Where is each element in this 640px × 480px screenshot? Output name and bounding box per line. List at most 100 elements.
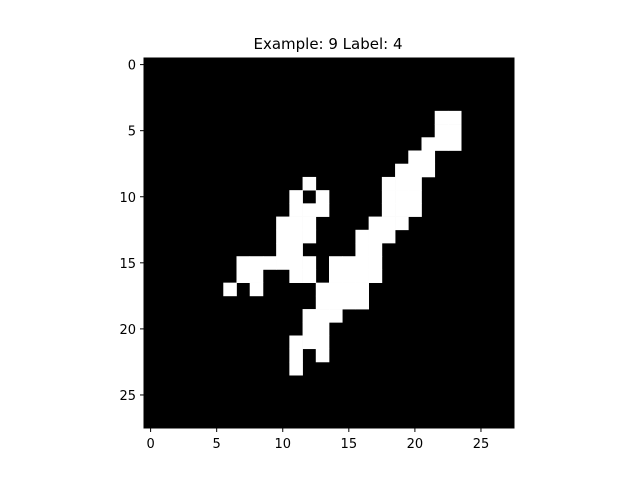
pixel-cell xyxy=(421,163,436,178)
pixel-cell xyxy=(236,269,251,283)
pixel-cell xyxy=(355,269,369,283)
pixel-cell xyxy=(302,216,317,231)
pixel-cell xyxy=(289,348,303,363)
pixel-cell xyxy=(395,216,409,231)
pixel-cell xyxy=(289,190,303,204)
x-axis: 0 5 10 15 20 25 xyxy=(146,428,489,452)
pixel-cell xyxy=(447,124,462,138)
pixel-cell xyxy=(355,282,369,297)
x-tick-label: 15 xyxy=(341,437,358,452)
pixel-cell xyxy=(381,216,396,231)
pixel-cell xyxy=(315,348,330,363)
pixel-cell xyxy=(289,361,303,376)
pixel-cell xyxy=(223,282,237,297)
pixel-cell xyxy=(434,110,449,125)
pixel-cell xyxy=(302,269,317,283)
y-tick-label: 25 xyxy=(119,389,136,404)
pixel-cell xyxy=(289,203,303,217)
x-tick-label: 10 xyxy=(274,437,291,452)
pixel-cell xyxy=(355,243,369,257)
pixel-cell xyxy=(315,309,330,323)
pixel-cell xyxy=(315,335,330,350)
pixel-cell xyxy=(262,256,277,270)
pixel-cell xyxy=(249,269,264,283)
pixel-cell xyxy=(315,203,330,217)
pixel-cell xyxy=(408,163,422,178)
pixel-cell xyxy=(355,229,369,244)
pixel-cell xyxy=(342,295,356,310)
pixel-cell xyxy=(329,309,343,323)
pixel-cell xyxy=(355,295,369,310)
pixel-cell xyxy=(395,176,409,191)
pixel-cell xyxy=(381,203,396,217)
pixel-cell xyxy=(434,137,449,151)
pixel-cell xyxy=(302,176,317,191)
pixel-cell xyxy=(289,243,303,257)
pixel-cell xyxy=(315,322,330,336)
y-tick-label: 10 xyxy=(119,191,136,206)
pixel-cell xyxy=(395,163,409,178)
pixel-cell xyxy=(395,190,409,204)
pixel-layer xyxy=(223,110,462,376)
pixel-cell xyxy=(276,243,290,257)
pixel-cell xyxy=(302,229,317,244)
pixel-cell xyxy=(315,190,330,204)
pixel-cell xyxy=(421,150,436,165)
pixel-cell xyxy=(447,137,462,151)
pixel-cell xyxy=(249,256,264,270)
x-tick-label: 0 xyxy=(146,437,154,452)
pixel-cell xyxy=(236,256,251,270)
pixel-cell xyxy=(447,110,462,125)
pixel-cell xyxy=(368,269,383,283)
pixel-cell xyxy=(289,216,303,231)
x-tick-label: 20 xyxy=(407,437,424,452)
pixel-cell xyxy=(302,203,317,217)
pixel-cell xyxy=(302,322,317,336)
pixel-cell xyxy=(276,216,290,231)
pixel-cell xyxy=(368,243,383,257)
y-tick-label: 15 xyxy=(119,257,136,272)
pixel-cell xyxy=(289,256,303,270)
pixel-cell xyxy=(329,282,343,297)
pixel-cell xyxy=(342,269,356,283)
pixel-cell xyxy=(249,282,264,297)
y-axis: 0 5 10 15 20 25 xyxy=(119,59,144,404)
pixel-cell xyxy=(315,282,330,297)
pixel-cell xyxy=(368,256,383,270)
pixel-cell xyxy=(315,295,330,310)
x-tick-label: 25 xyxy=(473,437,490,452)
pixel-cell xyxy=(302,335,317,350)
pixel-cell xyxy=(368,216,383,231)
pixel-cell xyxy=(329,295,343,310)
pixel-cell xyxy=(329,256,343,270)
pixel-cell xyxy=(355,256,369,270)
plot-area xyxy=(143,57,515,429)
y-tick-label: 0 xyxy=(128,59,136,74)
pixel-cell xyxy=(408,203,422,217)
pixel-cell xyxy=(342,256,356,270)
pixel-cell xyxy=(289,335,303,350)
pixel-cell xyxy=(408,190,422,204)
pixel-cell xyxy=(302,256,317,270)
x-tick-label: 5 xyxy=(213,437,221,452)
pixel-cell xyxy=(289,229,303,244)
pixel-cell xyxy=(289,269,303,283)
pixel-cell xyxy=(434,124,449,138)
pixel-cell xyxy=(302,309,317,323)
pixel-cell xyxy=(276,229,290,244)
pixel-cell xyxy=(381,190,396,204)
pixel-cell xyxy=(381,229,396,244)
pixel-cell xyxy=(395,203,409,217)
y-tick-label: 20 xyxy=(119,323,136,338)
pixel-cell xyxy=(329,269,343,283)
pixel-cell xyxy=(276,256,290,270)
y-tick-label: 5 xyxy=(128,125,136,140)
chart-title: Example: 9 Label: 4 xyxy=(253,35,402,53)
pixel-cell xyxy=(342,282,356,297)
pixel-cell xyxy=(421,137,436,151)
pixel-cell xyxy=(381,176,396,191)
pixel-cell xyxy=(408,150,422,165)
axes-frame xyxy=(143,57,515,429)
pixel-cell xyxy=(368,229,383,244)
